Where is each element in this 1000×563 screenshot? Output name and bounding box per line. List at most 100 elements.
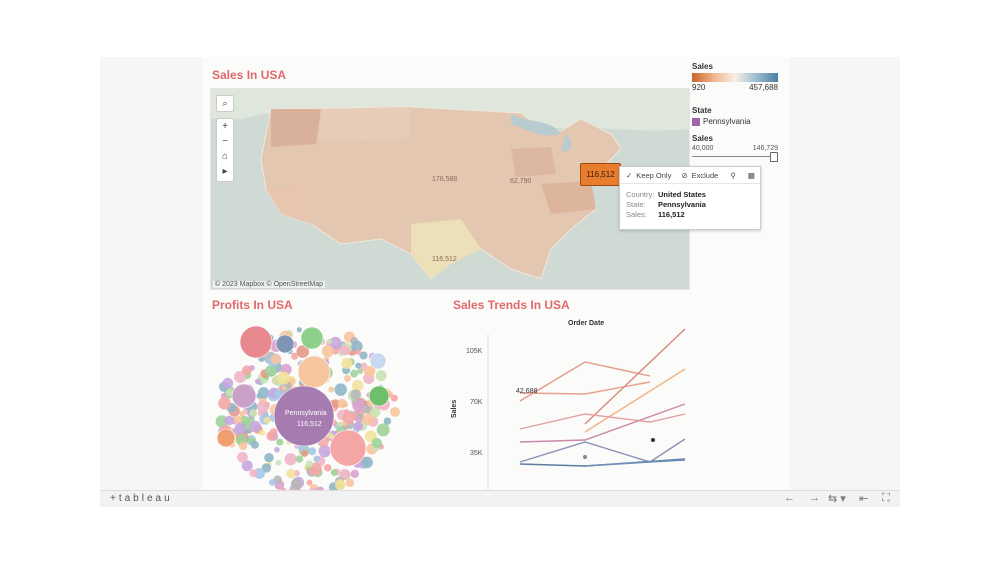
state-legend-title: State <box>692 106 712 115</box>
trend-axis-title: Order Date <box>568 320 605 327</box>
slider-handle[interactable] <box>770 152 778 162</box>
state-bubble <box>277 371 290 385</box>
state-bubble <box>313 455 321 463</box>
state-bubble <box>296 327 302 333</box>
trend-series-line <box>519 438 686 463</box>
trends-sheet-title: Sales Trends In USA <box>453 298 570 312</box>
state-bubble <box>353 421 362 430</box>
state-bubble <box>363 365 376 377</box>
state-bubble <box>225 388 233 396</box>
profits-bubble-chart[interactable] <box>208 318 408 490</box>
state-bubble <box>383 417 392 425</box>
bubble-svg <box>215 325 401 490</box>
state-bubble <box>323 464 332 472</box>
state-bubble <box>306 479 313 486</box>
zoom-in-button[interactable]: + <box>222 121 228 132</box>
magnifier-icon: ⌕ <box>222 98 228 108</box>
state-bubble <box>341 357 353 370</box>
state-bubble <box>270 354 281 365</box>
state-bubble <box>257 387 270 399</box>
tooltip-state-label: State: <box>626 200 646 209</box>
map-state-label: 116,512 <box>432 256 457 263</box>
state-bubble <box>350 369 359 378</box>
state-bubble <box>239 410 246 417</box>
profits-sheet-title: Profits In USA <box>212 298 293 312</box>
map-background <box>211 89 689 289</box>
revert-button[interactable]: ⇤ <box>859 493 869 505</box>
state-bubble <box>296 345 310 358</box>
map-attribution: © 2023 Mapbox © OpenStreetMap <box>213 281 325 288</box>
state-legend-item[interactable]: Pennsylvania <box>692 117 784 126</box>
map-tooltip: ✓ Keep Only ⊘ Exclude ⚲ ▦ Country: United… <box>619 166 761 230</box>
group-icon[interactable]: ⚲ <box>730 170 736 180</box>
trend-series-line <box>584 459 686 467</box>
sales-trend-chart[interactable] <box>450 314 690 490</box>
state-bubble <box>309 487 317 490</box>
state-bubble <box>355 349 362 355</box>
state-bubble <box>266 431 277 441</box>
map-search-button[interactable]: ⌕ <box>216 95 234 112</box>
trend-series-line <box>519 403 686 443</box>
state-bubble <box>375 370 387 382</box>
pennsylvania-marker[interactable]: 116,512 <box>580 163 621 186</box>
state-bubble <box>327 432 334 439</box>
state-bubble <box>316 486 325 490</box>
state-bubble <box>337 398 347 409</box>
state-bubble <box>244 429 250 435</box>
trend-annotation: 42,688 <box>516 388 538 395</box>
state-bubble <box>390 394 398 402</box>
fullscreen-button[interactable]: ⛶ <box>882 492 890 504</box>
state-bubble <box>376 423 390 437</box>
state-bubble <box>329 336 342 350</box>
state-bubble <box>234 422 246 434</box>
state-bubble <box>371 437 383 449</box>
check-icon: ✓ <box>626 170 633 180</box>
sales-color-legend-title: Sales <box>692 62 713 71</box>
state-bubble <box>222 377 234 389</box>
size-max-label: 146,729 <box>752 145 778 152</box>
trend-point <box>583 455 587 459</box>
home-button[interactable]: ⌂ <box>217 149 233 164</box>
trend-series-line <box>519 381 651 395</box>
legend-panel: Sales 920 457,688 State Pennsylvania Sal… <box>692 62 784 162</box>
state-bubble <box>297 355 331 389</box>
state-bubble <box>232 415 243 425</box>
keep-only-button[interactable]: Keep Only <box>636 170 672 180</box>
state-bubble <box>359 351 368 360</box>
state-bubble <box>350 389 362 401</box>
state-bubble <box>291 352 299 360</box>
zoom-out-button[interactable]: − <box>222 136 228 147</box>
state-bubble <box>224 415 234 426</box>
pan-button[interactable]: ▸ <box>217 164 233 179</box>
exclude-button[interactable]: Exclude <box>691 170 719 180</box>
map-state-label: 176,588 <box>432 176 458 183</box>
state-bubble <box>355 412 362 420</box>
trend-svg <box>487 328 686 490</box>
state-bubble <box>269 479 276 486</box>
state-bubble <box>308 447 317 456</box>
state-bubble <box>265 364 277 377</box>
view-data-icon[interactable]: ▦ <box>747 170 755 180</box>
state-bubble <box>352 399 365 412</box>
state-bubble <box>321 345 334 358</box>
state-bubble <box>337 421 343 428</box>
back-button[interactable]: ← <box>784 492 795 504</box>
state-bubble <box>334 479 346 490</box>
state-bubble <box>295 455 304 463</box>
state-bubble <box>361 456 373 469</box>
forward-button[interactable]: → <box>809 492 820 504</box>
state-bubble <box>342 411 355 424</box>
tooltip-sales-value: 116,512 <box>658 210 685 219</box>
state-bubble <box>390 406 401 417</box>
share-button[interactable]: ⇆ ▾ <box>828 493 846 505</box>
state-bubble <box>300 326 324 350</box>
state-bubble <box>249 420 262 433</box>
sales-map[interactable]: © 2023 Mapbox © OpenStreetMap <box>210 88 690 290</box>
size-slider[interactable] <box>692 152 778 162</box>
state-bubble <box>218 396 231 410</box>
map-state-label: 62,790 <box>510 178 532 185</box>
state-bubble <box>328 386 335 393</box>
state-bubble <box>249 469 258 478</box>
map-zoom-controls: + − ⌂ ▸ <box>216 118 234 182</box>
tableau-logo: +tableau <box>110 493 173 504</box>
